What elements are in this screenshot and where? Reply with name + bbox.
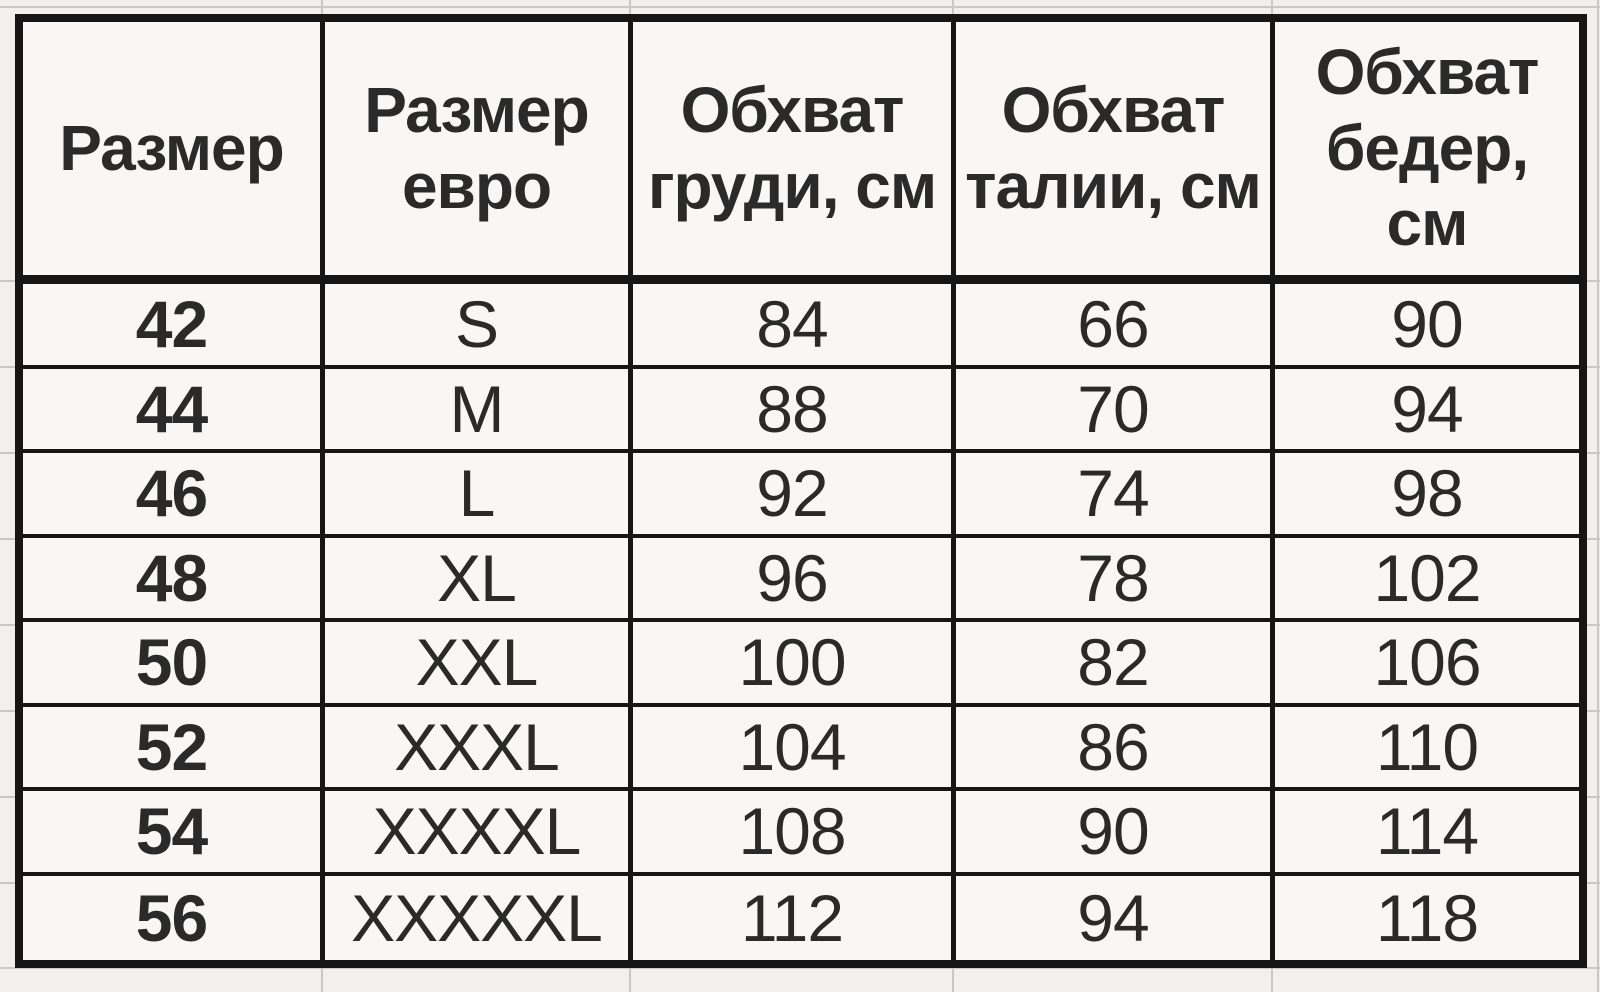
sheet-gridline-horizontal: [0, 6, 1600, 8]
table-cell-waist_cm: 70: [956, 368, 1275, 453]
table-cell-size_euro: XXXXXL: [325, 875, 633, 960]
table-cell-waist_cm: 78: [956, 537, 1275, 622]
table-cell-waist_cm: 66: [956, 284, 1275, 369]
table-cell-hips_cm: 102: [1275, 537, 1579, 622]
table-cell-waist_cm: 94: [956, 875, 1275, 960]
table-cell-hips_cm: 118: [1275, 875, 1579, 960]
table-cell-chest_cm: 84: [633, 284, 956, 369]
sheet-gridline-horizontal: [0, 967, 1600, 969]
table-cell-size_ru: 50: [23, 622, 325, 707]
table-cell-hips_cm: 106: [1275, 622, 1579, 707]
table-cell-size_euro: XXXL: [325, 706, 633, 791]
column-header-chest: Обхват груди, см: [633, 22, 956, 284]
table-cell-size_euro: S: [325, 284, 633, 369]
column-header-size-euro: Размер евро: [325, 22, 633, 284]
table-cell-waist_cm: 90: [956, 791, 1275, 876]
table-cell-size_ru: 54: [23, 791, 325, 876]
column-header-hips: Обхват бедер, см: [1275, 22, 1579, 284]
table-cell-hips_cm: 98: [1275, 453, 1579, 538]
table-cell-size_ru: 44: [23, 368, 325, 453]
sheet-gridline-vertical: [1597, 0, 1599, 992]
table-cell-hips_cm: 114: [1275, 791, 1579, 876]
table-cell-hips_cm: 90: [1275, 284, 1579, 369]
table-cell-chest_cm: 104: [633, 706, 956, 791]
table-cell-size_ru: 52: [23, 706, 325, 791]
table-cell-chest_cm: 100: [633, 622, 956, 707]
table-cell-size_ru: 42: [23, 284, 325, 369]
table-cell-chest_cm: 88: [633, 368, 956, 453]
column-header-waist: Обхват талии, см: [956, 22, 1275, 284]
table-cell-size_ru: 48: [23, 537, 325, 622]
table-cell-size_ru: 56: [23, 875, 325, 960]
table-cell-chest_cm: 108: [633, 791, 956, 876]
table-cell-chest_cm: 92: [633, 453, 956, 538]
table-cell-waist_cm: 86: [956, 706, 1275, 791]
table-cell-size_ru: 46: [23, 453, 325, 538]
table-cell-chest_cm: 96: [633, 537, 956, 622]
table-cell-size_euro: M: [325, 368, 633, 453]
column-header-size: Размер: [23, 22, 325, 284]
table-cell-waist_cm: 74: [956, 453, 1275, 538]
table-cell-size_euro: L: [325, 453, 633, 538]
table-cell-hips_cm: 110: [1275, 706, 1579, 791]
table-cell-chest_cm: 112: [633, 875, 956, 960]
table-cell-size_euro: XXXXL: [325, 791, 633, 876]
table-cell-hips_cm: 94: [1275, 368, 1579, 453]
table-cell-waist_cm: 82: [956, 622, 1275, 707]
size-chart-table: Размер Размер евро Обхват груди, см Обхв…: [15, 14, 1587, 968]
table-cell-size_euro: XL: [325, 537, 633, 622]
table-cell-size_euro: XXL: [325, 622, 633, 707]
